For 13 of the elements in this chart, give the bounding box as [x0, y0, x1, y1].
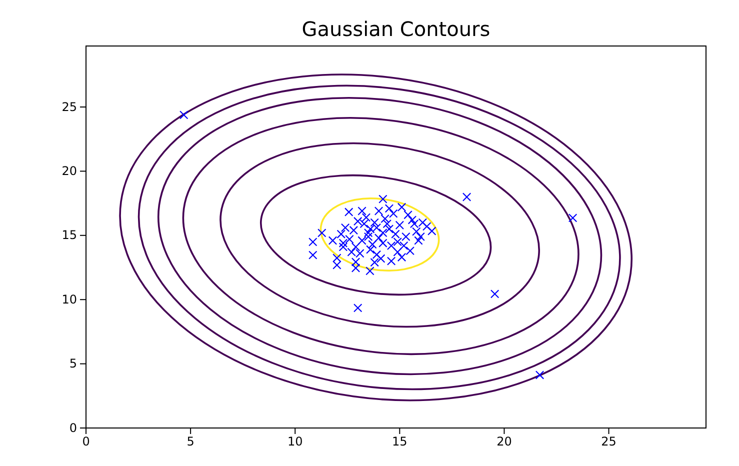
x-tick-label: 5	[186, 434, 194, 449]
x-tick-label: 20	[496, 434, 512, 449]
y-tick-label: 10	[62, 292, 77, 306]
x-tick-label: 0	[82, 434, 90, 449]
y-tick-label: 20	[62, 164, 77, 178]
y-tick-label: 25	[62, 100, 77, 114]
x-tick-label: 10	[287, 434, 303, 449]
chart-title: Gaussian Contours	[302, 17, 490, 41]
y-tick-label: 5	[69, 356, 77, 371]
y-tick-label: 15	[62, 228, 77, 242]
x-tick-label: 15	[392, 434, 408, 449]
y-tick-label: 0	[69, 420, 77, 435]
x-tick-label: 25	[601, 434, 616, 449]
